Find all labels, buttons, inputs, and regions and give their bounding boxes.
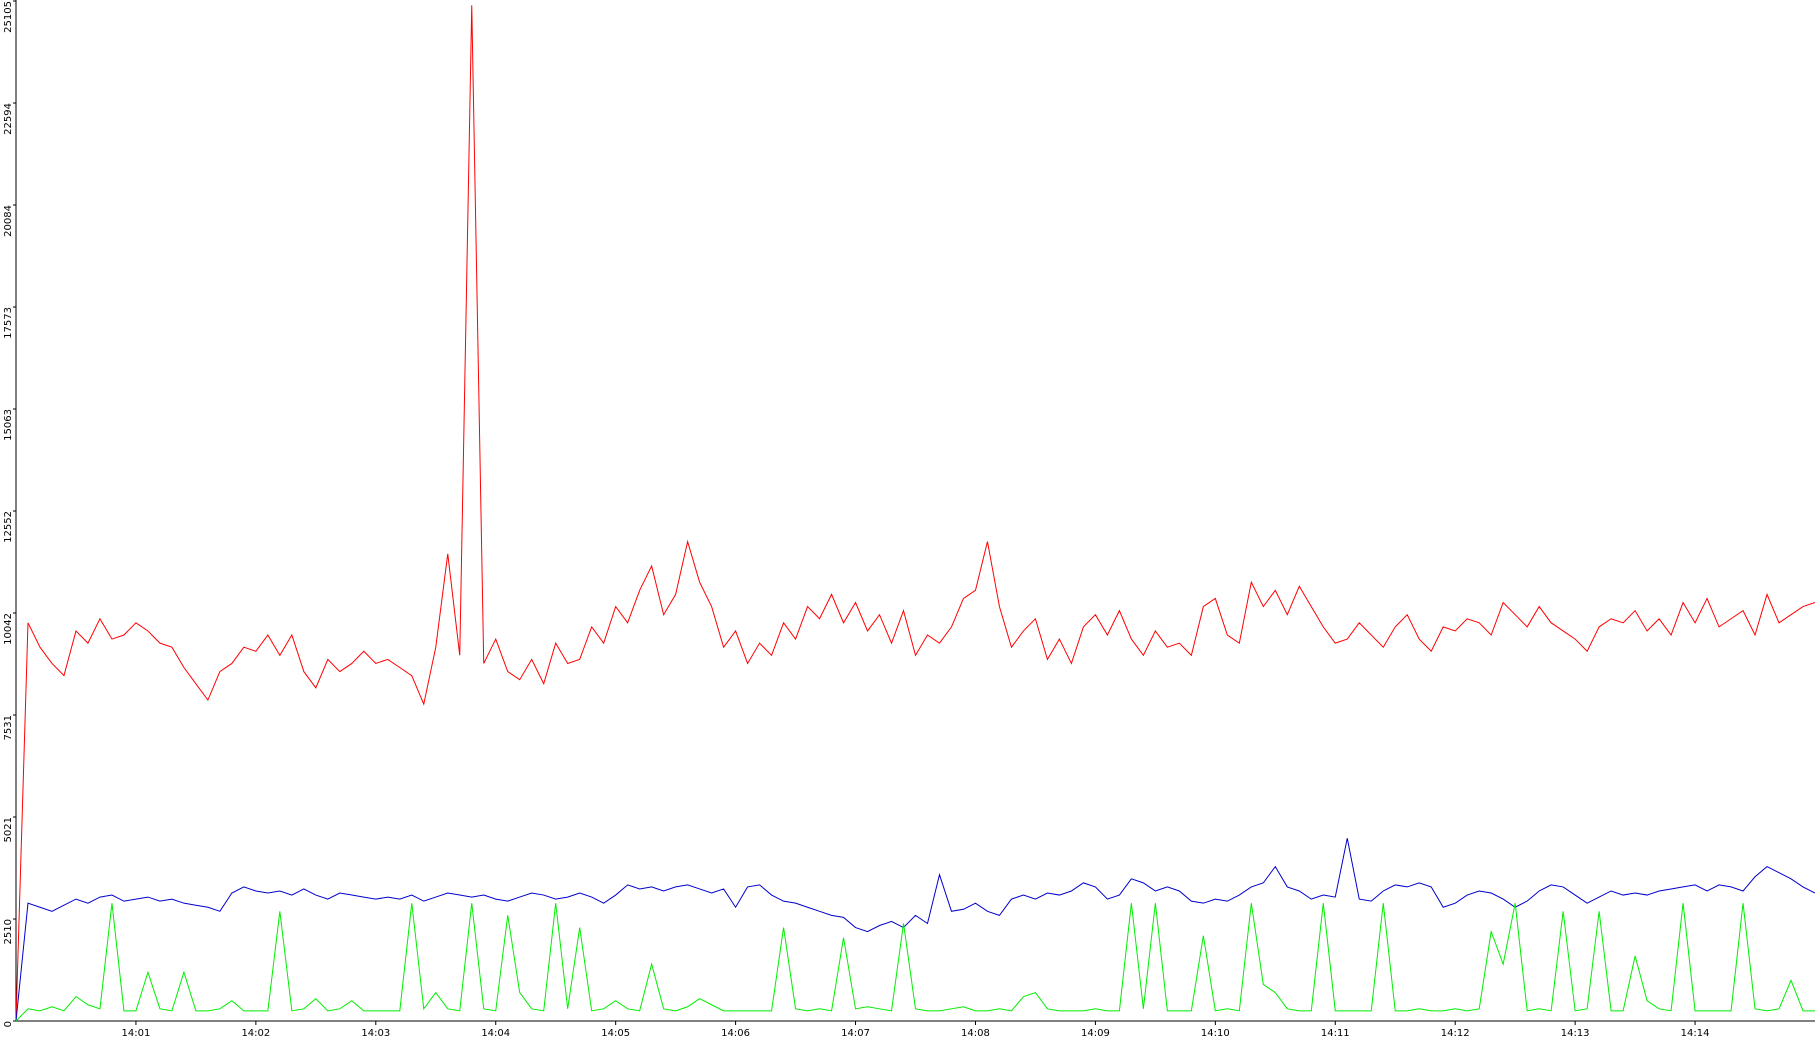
y-tick-label: 17573 xyxy=(3,307,14,339)
x-tick-label: 14:09 xyxy=(1081,1028,1110,1039)
x-tick-label: 14:10 xyxy=(1201,1028,1230,1039)
y-tick-label: 25105 xyxy=(3,1,14,33)
y-tick-label: 15063 xyxy=(3,409,14,441)
x-tick-label: 14:13 xyxy=(1561,1028,1590,1039)
y-tick-label: 12552 xyxy=(3,511,14,543)
x-tick-label: 14:11 xyxy=(1321,1028,1350,1039)
x-tick-label: 14:12 xyxy=(1441,1028,1470,1039)
x-tick-label: 14:04 xyxy=(481,1028,510,1039)
x-tick-label: 14:06 xyxy=(721,1028,750,1039)
series-line xyxy=(15,903,1815,1022)
y-tick-label: 10042 xyxy=(3,613,14,645)
y-tick-label: 7531 xyxy=(3,715,14,740)
y-tick-label: 5021 xyxy=(3,817,14,842)
x-tick-label: 14:01 xyxy=(122,1028,151,1039)
x-tick-label: 14:05 xyxy=(601,1028,630,1039)
y-tick-label: 20084 xyxy=(3,205,14,237)
y-tick-label: 2510 xyxy=(3,919,14,944)
x-tick-label: 14:02 xyxy=(241,1028,270,1039)
series-line xyxy=(15,5,1815,1022)
x-tick-label: 14:03 xyxy=(361,1028,390,1039)
x-tick-label: 14:14 xyxy=(1681,1028,1710,1039)
y-tick-label: 0 xyxy=(3,1021,14,1027)
x-tick-label: 14:08 xyxy=(961,1028,990,1039)
y-tick-label: 22594 xyxy=(3,103,14,135)
x-tick-label: 14:07 xyxy=(841,1028,870,1039)
